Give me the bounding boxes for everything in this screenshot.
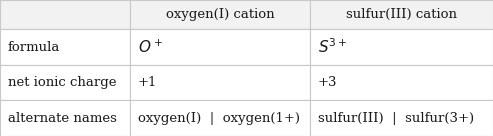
- Bar: [310, 100, 493, 136]
- Bar: [310, 65, 493, 100]
- Bar: [130, 100, 310, 136]
- Text: +3: +3: [318, 76, 338, 89]
- Bar: [130, 65, 310, 100]
- Text: alternate names: alternate names: [8, 112, 117, 125]
- Bar: [130, 29, 310, 65]
- Text: sulfur(III) cation: sulfur(III) cation: [346, 8, 457, 21]
- Bar: [0, 0, 130, 29]
- Text: formula: formula: [8, 41, 60, 54]
- Bar: [0, 100, 130, 136]
- Text: oxygen(I) cation: oxygen(I) cation: [166, 8, 274, 21]
- Text: $\mathit{S}^{3+}$: $\mathit{S}^{3+}$: [318, 38, 348, 56]
- Text: +1: +1: [138, 76, 157, 89]
- Text: sulfur(III)  |  sulfur(3+): sulfur(III) | sulfur(3+): [318, 112, 474, 125]
- Bar: [310, 29, 493, 65]
- Bar: [130, 0, 310, 29]
- Bar: [0, 65, 130, 100]
- Text: $\mathit{O}^+$: $\mathit{O}^+$: [138, 38, 163, 56]
- Text: oxygen(I)  |  oxygen(1+): oxygen(I) | oxygen(1+): [138, 112, 300, 125]
- Bar: [310, 0, 493, 29]
- Text: net ionic charge: net ionic charge: [8, 76, 116, 89]
- Bar: [0, 29, 130, 65]
